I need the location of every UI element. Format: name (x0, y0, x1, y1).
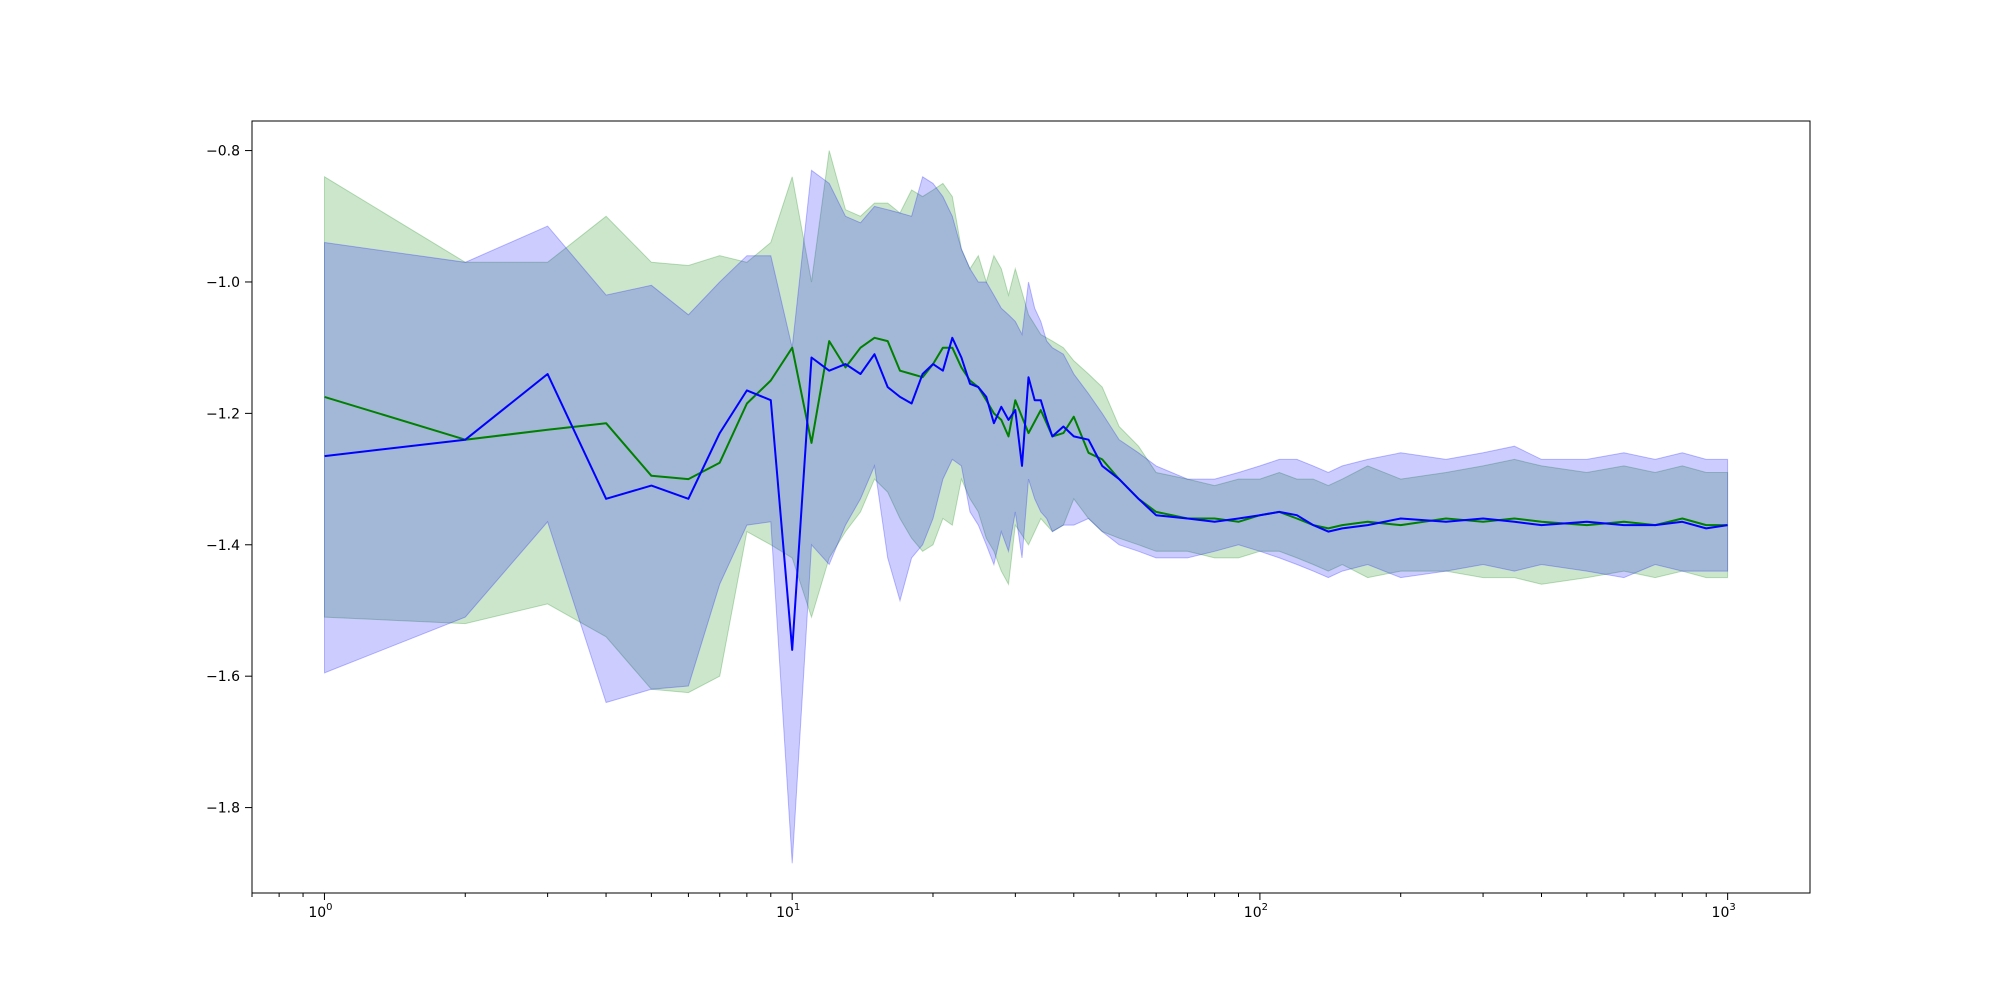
x-tick-exponent: 0 (326, 902, 332, 913)
series-1-line (324, 336, 1728, 530)
series-lines (324, 336, 1728, 651)
x-tick-exponent: 2 (1262, 902, 1268, 913)
x-tick-exponent: 1 (794, 902, 800, 913)
plot-frame (251, 120, 1811, 894)
y-tick-label: −1.4 (206, 538, 240, 554)
series-2-line (324, 336, 1728, 651)
y-axis: −0.8 −1.0 −1.2 −1.4 −1.6 −1.8 (206, 144, 252, 817)
y-tick-label: −1.8 (206, 801, 240, 817)
y-tick-label: −0.8 (206, 144, 240, 160)
y-tick-label: −1.0 (206, 275, 240, 291)
y-tick-label: −1.2 (206, 406, 240, 422)
x-tick-exponent: 3 (1729, 902, 1735, 913)
y-tick-label: −1.6 (206, 669, 240, 685)
series-2-band (324, 169, 1729, 864)
